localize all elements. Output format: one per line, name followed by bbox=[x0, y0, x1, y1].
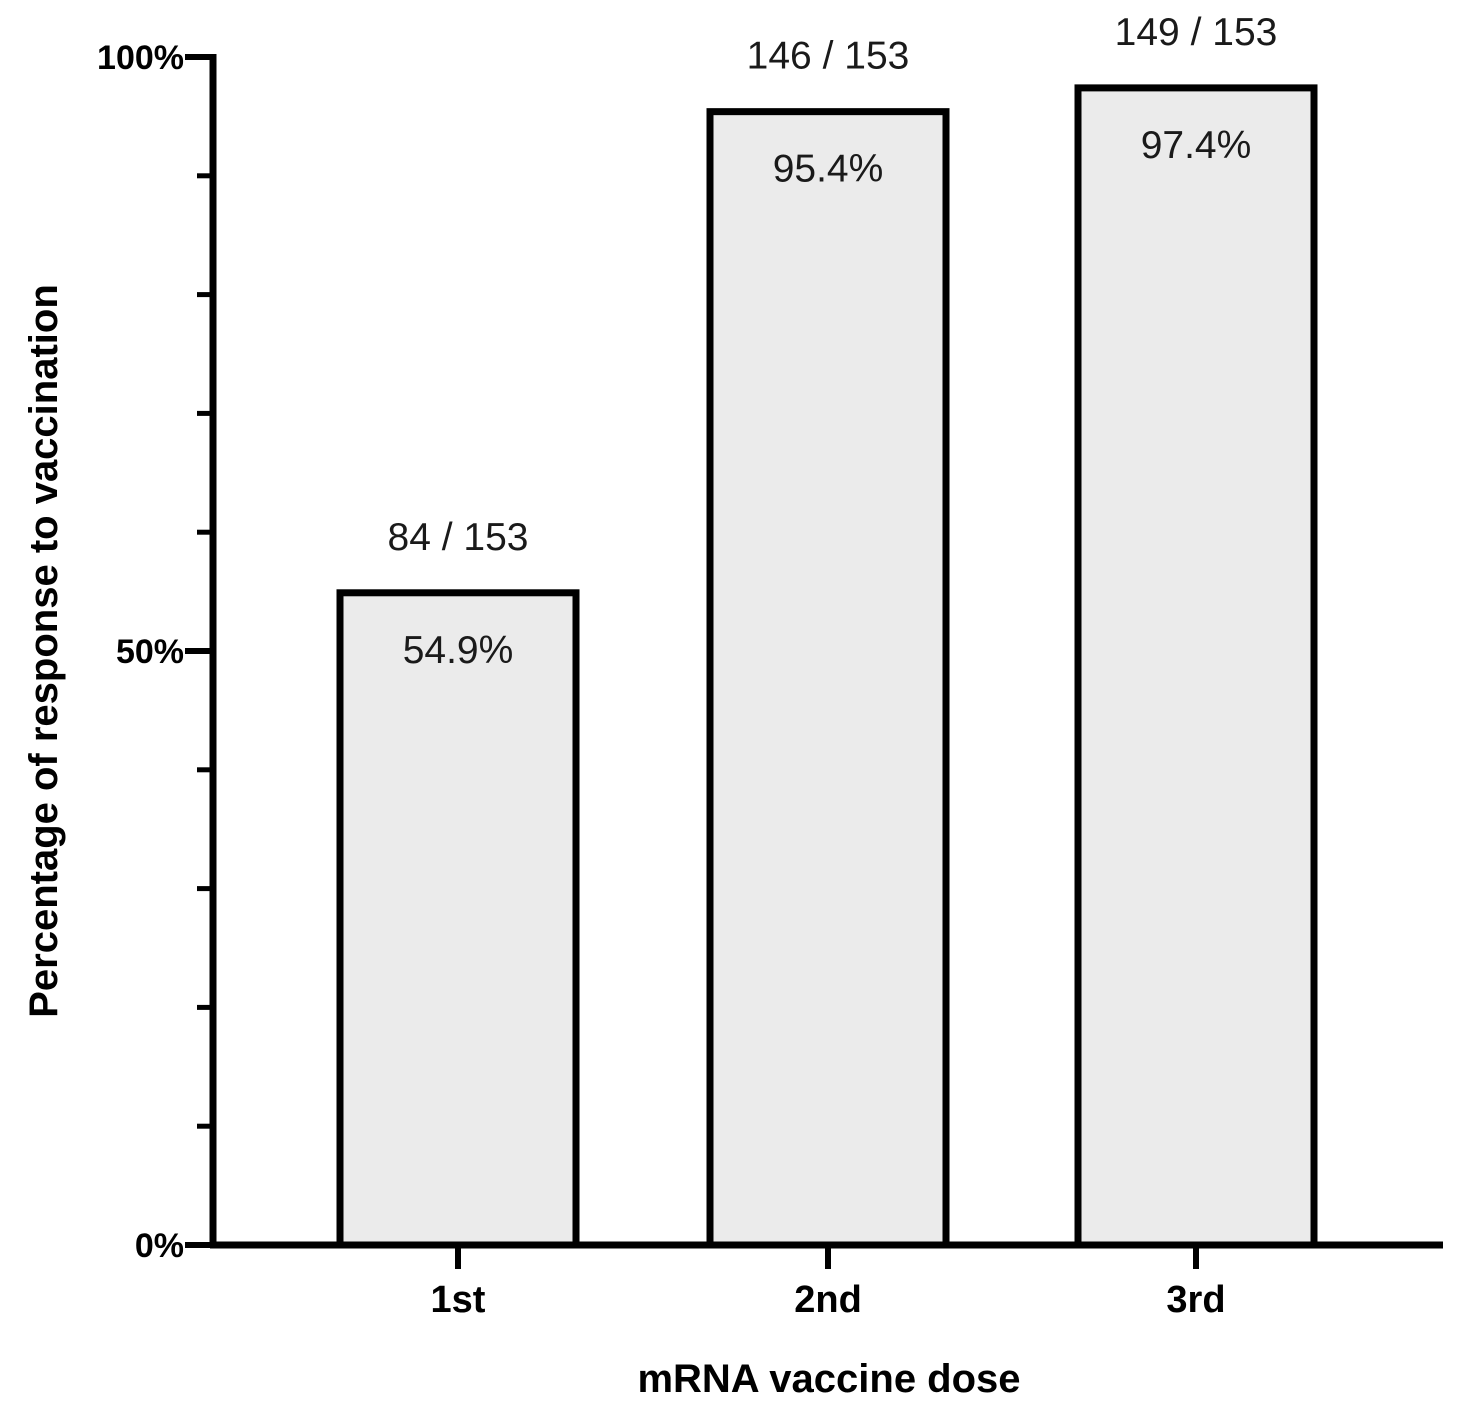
bars-layer bbox=[336, 84, 1318, 1249]
bar bbox=[706, 108, 950, 1249]
labels-layer: 0% 50% 100% 1st 54.9% 84 / 153 2nd 95.4% 146 / 1… bbox=[97, 11, 1277, 1321]
bar-count-label: 146 / 153 bbox=[747, 35, 910, 78]
bar bbox=[1074, 84, 1318, 1249]
y-tick-label: 0% bbox=[135, 1227, 184, 1265]
x-tick-label: 3rd bbox=[1166, 1279, 1225, 1321]
y-tick-label: 50% bbox=[116, 633, 184, 671]
bar bbox=[336, 589, 580, 1249]
x-tick-label: 2nd bbox=[794, 1279, 862, 1321]
ticks-layer bbox=[185, 54, 1199, 1269]
x-tick-label: 1st bbox=[431, 1279, 486, 1321]
bar-count-label: 149 / 153 bbox=[1115, 11, 1278, 54]
bar-value-label: 97.4% bbox=[1141, 124, 1252, 167]
y-axis-title: Percentage of response to vaccination bbox=[22, 284, 66, 1018]
y-tick-label: 100% bbox=[97, 39, 184, 77]
x-axis-title: mRNA vaccine dose bbox=[637, 1357, 1020, 1401]
bar-value-label: 95.4% bbox=[773, 148, 884, 191]
bar-count-label: 84 / 153 bbox=[388, 516, 529, 559]
bar-value-label: 54.9% bbox=[403, 629, 514, 672]
